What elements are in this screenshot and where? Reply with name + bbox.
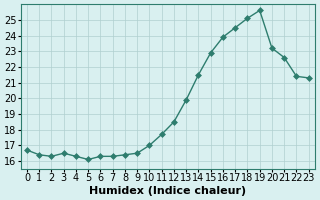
X-axis label: Humidex (Indice chaleur): Humidex (Indice chaleur) xyxy=(89,186,246,196)
